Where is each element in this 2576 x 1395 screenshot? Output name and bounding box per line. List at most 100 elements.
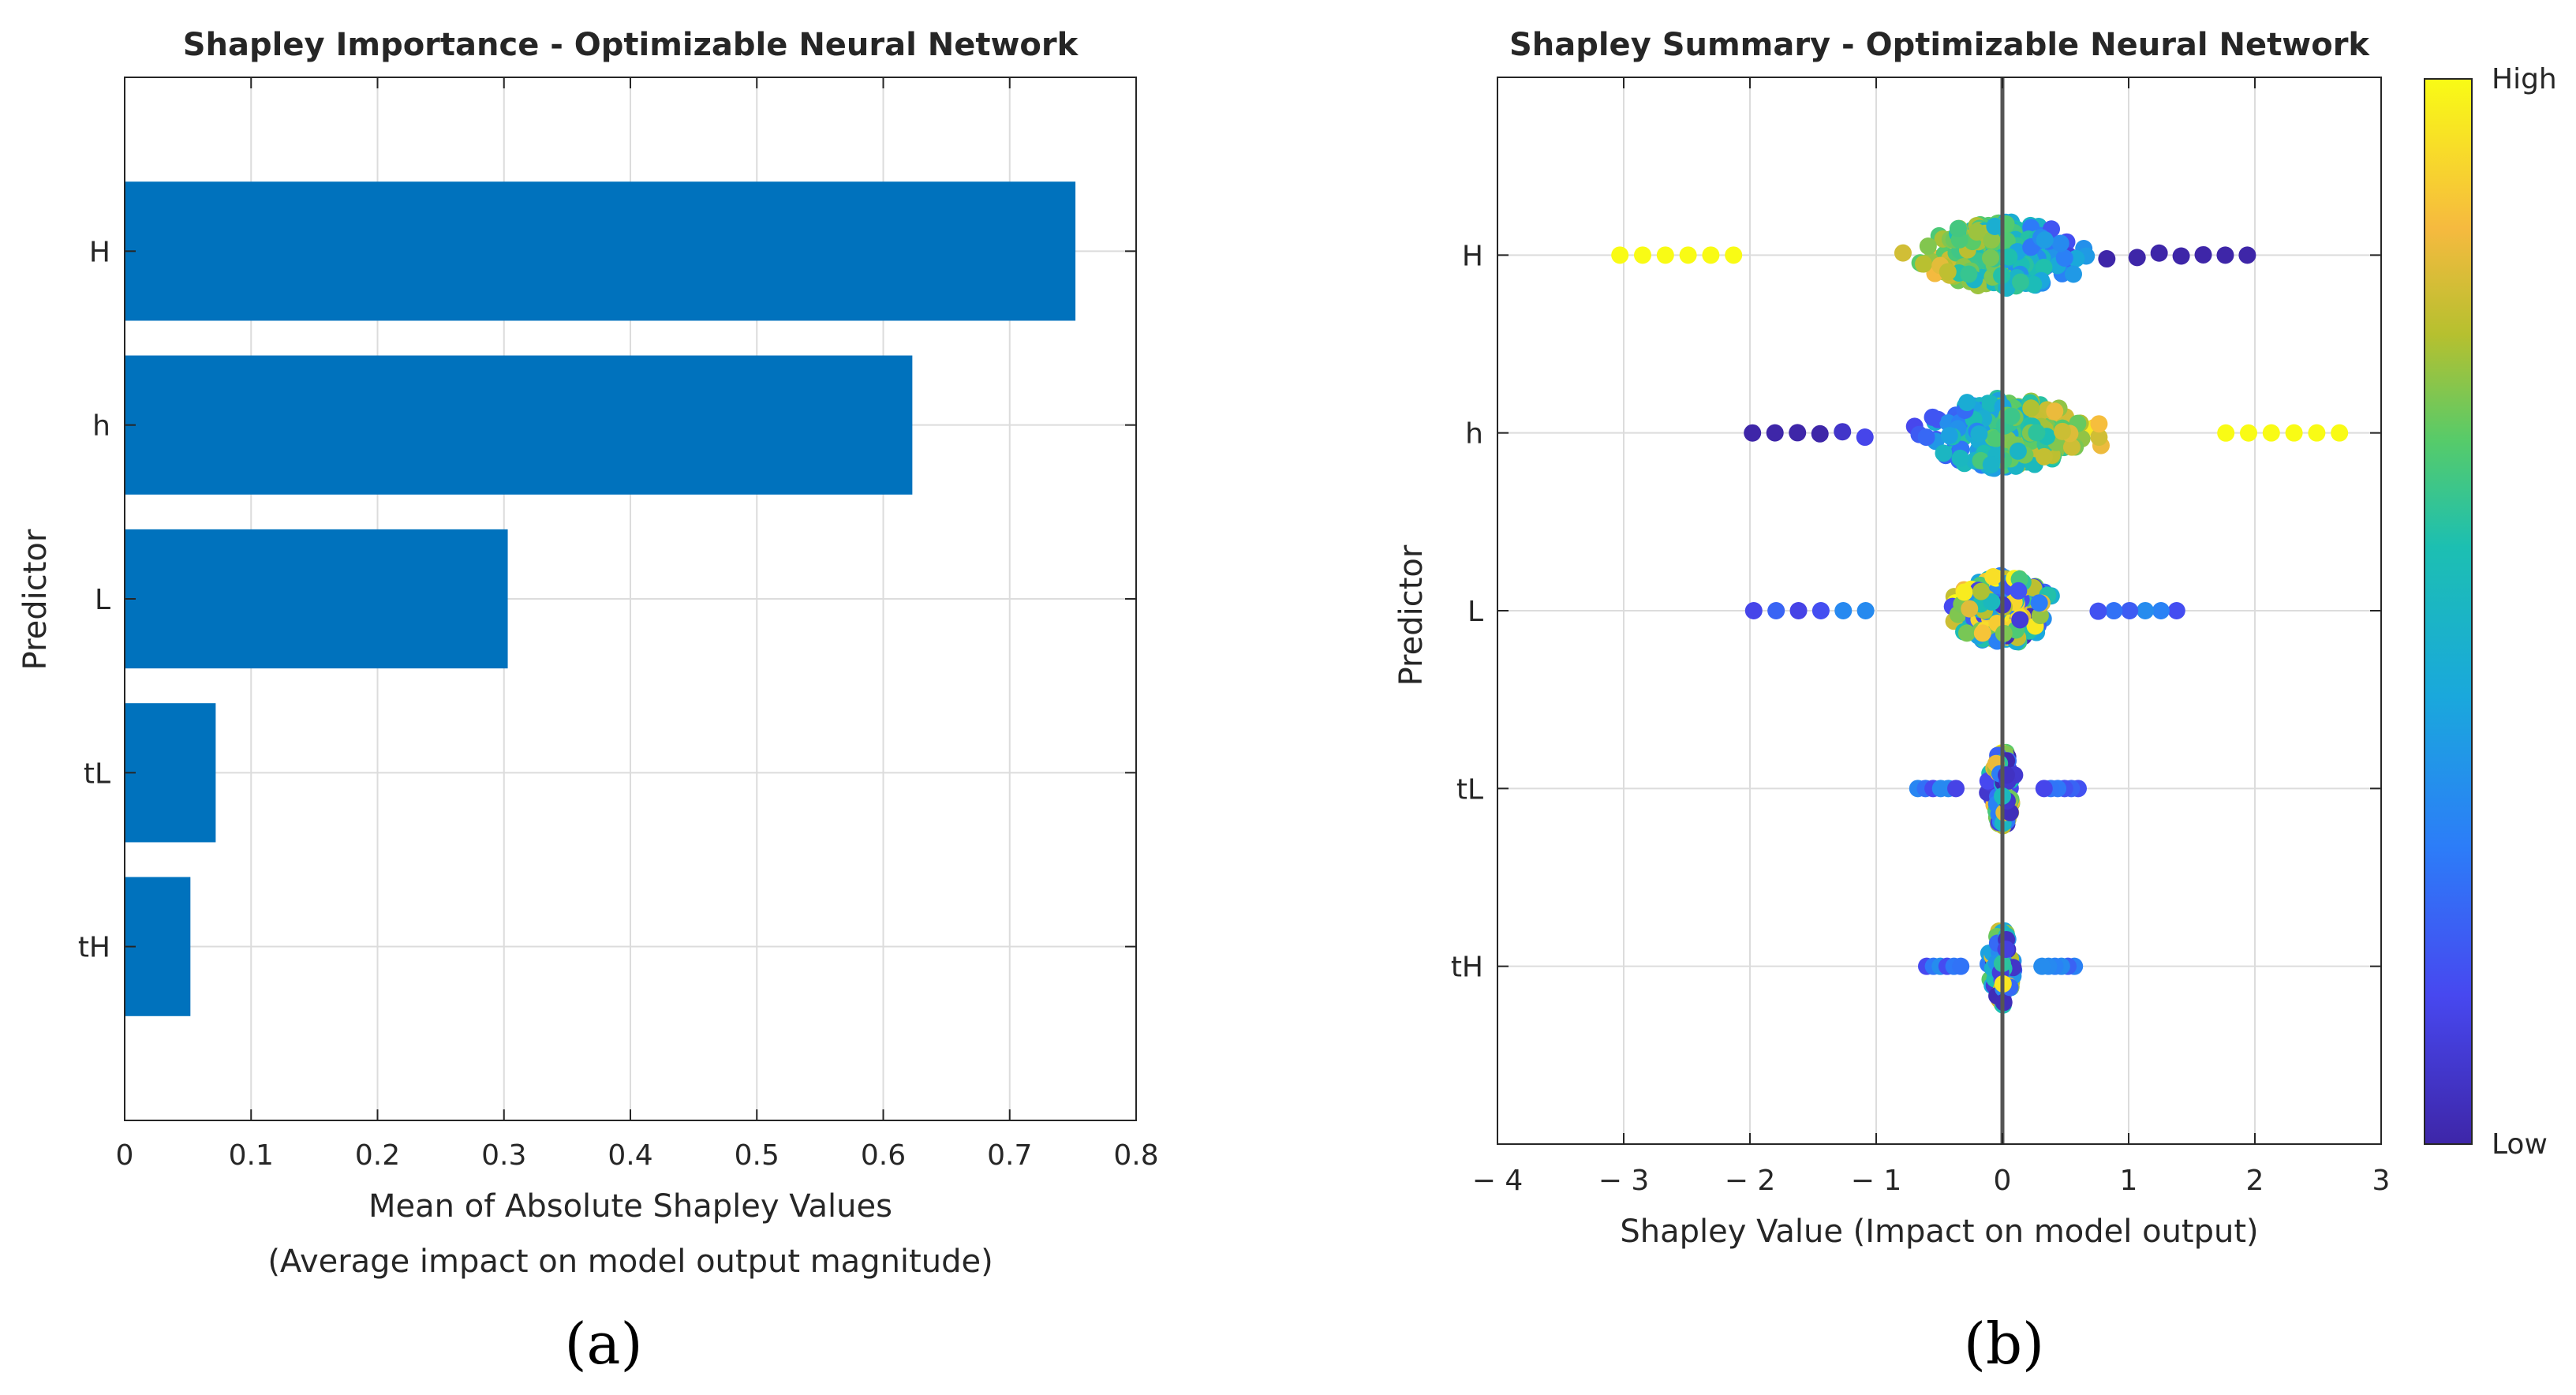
summary-point-h: [2054, 422, 2072, 440]
summary-point-L: [2137, 601, 2155, 619]
summary-point-h: [1935, 444, 1953, 462]
summary-point-H: [1949, 219, 1967, 237]
importance-y-tick-label: tL: [84, 757, 110, 790]
summary-point-L: [1955, 583, 1973, 601]
summary-point-h: [1766, 424, 1784, 442]
summary-point-H: [2064, 265, 2082, 283]
summary-point-L: [2105, 602, 2123, 620]
summary-point-L: [1957, 624, 1976, 642]
summary-point-L: [2121, 601, 2139, 619]
summary-x-tick-label: 1: [2120, 1165, 2138, 1197]
summary-point-tL: [2035, 780, 2053, 798]
summary-x-tick-label: 2: [2246, 1165, 2264, 1197]
importance-x-tick-label: 0.2: [355, 1139, 400, 1172]
colorbar-low-label: Low: [2492, 1128, 2548, 1161]
summary-y-axis-label: Predictor: [1393, 544, 1430, 686]
summary-point-h: [2062, 438, 2081, 456]
summary-point-H: [1725, 246, 1743, 264]
summary-point-H: [2238, 246, 2256, 264]
summary-point-H: [2036, 231, 2054, 249]
summary-point-h: [2090, 415, 2108, 433]
summary-point-H: [2216, 246, 2234, 264]
summary-point-H: [1611, 246, 1629, 264]
importance-x-tick-label: 0.5: [735, 1139, 780, 1172]
summary-x-tick-label: − 2: [1725, 1165, 1776, 1197]
importance-bars: [125, 181, 1076, 1016]
summary-point-L: [1789, 602, 1808, 619]
summary-point-h: [2240, 424, 2257, 442]
summary-point-h: [1951, 449, 1969, 467]
importance-bar-H: [125, 181, 1076, 321]
summary-point-h: [2022, 399, 2040, 417]
summary-point-h: [2308, 424, 2326, 442]
summary-point-h: [2002, 407, 2021, 425]
summary-ticks: − 4 − 3 − 2 − 1 0 1 2 3 Hh LtL tH: [1451, 77, 2391, 1197]
colorbar-high-label: High: [2492, 63, 2557, 95]
summary-point-h: [2331, 424, 2349, 442]
summary-point-h: [1917, 428, 1935, 447]
summary-point-h: [1987, 429, 2005, 447]
summary-point-H: [2012, 273, 2030, 291]
summary-point-H: [2055, 249, 2073, 267]
summary-point-tL: [1947, 780, 1965, 798]
summary-point-h: [1856, 428, 1874, 447]
summary-point-L: [1834, 601, 1853, 619]
summary-point-h: [1811, 424, 1829, 443]
importance-x-tick-label: 0.4: [608, 1139, 652, 1172]
importance-chart: 0 0.1 0.2 0.3 0.4 0.5 0.6 0.7 0.8 Hh LtL tH Shapley…: [17, 27, 1159, 1280]
summary-point-H: [1968, 223, 1986, 241]
summary-point-h: [1958, 394, 1976, 412]
summary-point-tL: [1998, 766, 2016, 784]
summary-point-h: [1789, 424, 1807, 442]
summary-y-tick-label: tH: [1451, 952, 1483, 984]
importance-y-tick-label: L: [95, 584, 110, 616]
summary-x-tick-label: − 4: [1472, 1165, 1524, 1197]
summary-point-H: [2150, 244, 2168, 262]
summary-point-h: [2028, 424, 2046, 442]
summary-point-h: [2035, 447, 2053, 466]
importance-bar-L: [125, 529, 508, 669]
summary-point-H: [1702, 246, 1720, 264]
summary-point-h: [1834, 423, 1852, 441]
summary-point-L: [2011, 611, 2029, 629]
summary-point-L: [2167, 601, 2185, 619]
summary-point-L: [2089, 602, 2107, 620]
summary-point-L: [2152, 601, 2170, 619]
summary-x-tick-label: 3: [2372, 1165, 2391, 1197]
summary-point-h: [2262, 424, 2280, 442]
colorbar: [2424, 78, 2473, 1145]
summary-point-h: [1744, 424, 1762, 442]
summary-point-H: [1656, 246, 1674, 264]
summary-point-H: [1986, 218, 2004, 236]
summary-point-tH: [1997, 941, 2015, 959]
summary-point-H: [1634, 246, 1651, 264]
summary-y-tick-label: H: [1462, 240, 1483, 272]
summary-point-H: [2000, 248, 2018, 266]
summary-point-H: [1983, 231, 2001, 249]
summary-x-tick-label: 0: [1994, 1165, 2012, 1197]
summary-point-L: [1767, 602, 1785, 619]
importance-y-tick-label: H: [89, 236, 110, 268]
importance-y-tick-label: h: [92, 410, 110, 443]
summary-points: [1611, 213, 2349, 1014]
summary-point-L: [1961, 600, 1979, 618]
importance-x-tick-label: 0.8: [1113, 1139, 1158, 1172]
summary-point-H: [1982, 249, 2000, 267]
summary-point-tH: [1952, 957, 1970, 975]
summary-point-L: [1984, 568, 2002, 586]
summary-point-h: [1982, 455, 2000, 473]
summary-point-h: [2285, 424, 2303, 442]
summary-point-L: [2010, 582, 2028, 600]
summary-point-L: [1983, 593, 2001, 611]
summary-point-H: [2025, 275, 2043, 294]
summary-point-H: [1939, 263, 1957, 281]
summary-point-H: [2172, 247, 2190, 265]
summary-y-tick-label: tL: [1456, 773, 1483, 806]
summary-y-tick-label: L: [1467, 596, 1483, 628]
summary-point-h: [1924, 408, 1942, 426]
importance-ticks: 0 0.1 0.2 0.3 0.4 0.5 0.6 0.7 0.8 Hh LtL tH: [78, 77, 1159, 1172]
importance-y-tick-label: tH: [78, 932, 110, 964]
summary-chart: − 4 − 3 − 2 − 1 0 1 2 3 Hh LtL tH Shapley Summary …: [1393, 27, 2557, 1250]
summary-point-H: [2128, 249, 2146, 267]
